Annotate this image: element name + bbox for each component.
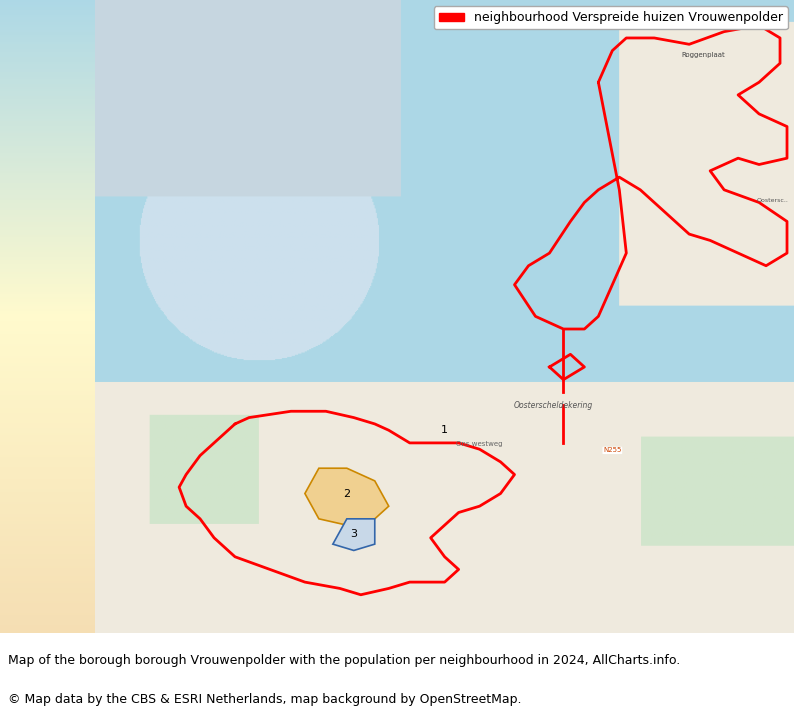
Polygon shape: [305, 468, 389, 525]
Text: Oostersc..: Oostersc..: [757, 198, 789, 203]
Polygon shape: [333, 519, 375, 551]
Text: 1: 1: [441, 425, 448, 435]
Text: 3: 3: [350, 529, 357, 539]
Legend: neighbourhood Verspreide huizen Vrouwenpolder: neighbourhood Verspreide huizen Vrouwenp…: [434, 6, 788, 29]
Text: Roggenplaat: Roggenplaat: [681, 52, 725, 58]
Text: Ons westweg: Ons westweg: [457, 441, 503, 447]
Text: 2: 2: [343, 488, 350, 498]
Text: © Map data by the CBS & ESRI Netherlands, map background by OpenStreetMap.: © Map data by the CBS & ESRI Netherlands…: [8, 693, 522, 706]
Text: N255: N255: [603, 447, 622, 454]
Text: Oosterscheldekering: Oosterscheldekering: [513, 401, 592, 410]
Text: Map of the borough borough Vrouwenpolder with the population per neighbourhood i: Map of the borough borough Vrouwenpolder…: [8, 654, 680, 667]
